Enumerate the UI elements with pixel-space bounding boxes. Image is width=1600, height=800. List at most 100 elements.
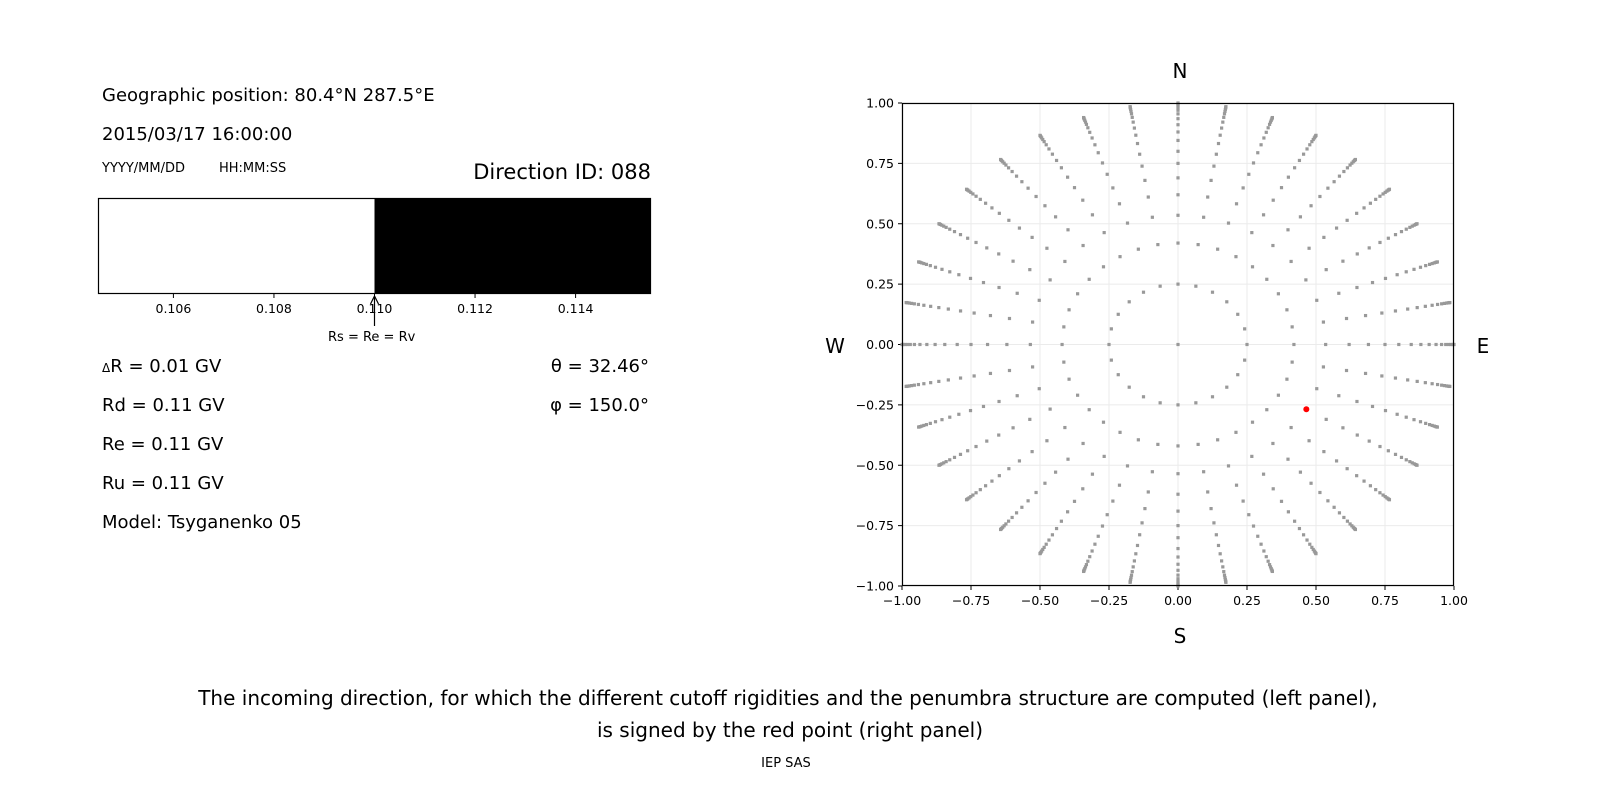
direction-point bbox=[1315, 387, 1319, 391]
direction-point bbox=[1259, 542, 1263, 546]
direction-point bbox=[1045, 246, 1049, 250]
direction-point bbox=[1383, 190, 1387, 194]
direction-point bbox=[1224, 580, 1228, 584]
direction-point bbox=[1363, 313, 1368, 318]
direction-point bbox=[969, 495, 973, 499]
direction-point bbox=[1176, 149, 1180, 153]
direction-point bbox=[1387, 498, 1392, 502]
direction-point bbox=[1310, 545, 1314, 549]
direction-point bbox=[1305, 538, 1309, 542]
direction-point bbox=[1088, 555, 1092, 559]
bar-xtick-label: 0.112 bbox=[457, 301, 493, 316]
direction-point bbox=[1434, 342, 1438, 347]
direction-point bbox=[1427, 423, 1432, 427]
direction-point bbox=[1290, 360, 1294, 364]
direction-point bbox=[940, 418, 944, 422]
direction-point bbox=[1038, 133, 1042, 137]
direction-point bbox=[1250, 420, 1255, 424]
direction-point bbox=[1041, 137, 1045, 142]
direction-point bbox=[1202, 470, 1206, 474]
direction-point bbox=[1044, 143, 1048, 147]
direction-point bbox=[922, 382, 926, 386]
direction-point bbox=[1128, 580, 1132, 584]
direction-point bbox=[1430, 382, 1434, 386]
direction-point bbox=[1293, 166, 1297, 170]
direction-point bbox=[1214, 533, 1218, 537]
direction-point bbox=[1355, 252, 1359, 256]
direction-point bbox=[1355, 211, 1359, 215]
direction-point bbox=[969, 342, 973, 347]
x-tick-label: −0.75 bbox=[952, 593, 990, 608]
direction-point bbox=[1125, 464, 1130, 468]
direction-point bbox=[1309, 204, 1313, 208]
direction-point bbox=[981, 404, 986, 409]
direction-point bbox=[1337, 511, 1342, 515]
direction-point bbox=[1440, 302, 1444, 306]
direction-point bbox=[917, 425, 921, 429]
direction-point bbox=[1026, 186, 1030, 190]
direction-point bbox=[1442, 383, 1446, 388]
x-tick-label: −0.50 bbox=[1021, 593, 1059, 608]
direction-point bbox=[1404, 227, 1408, 231]
direction-point bbox=[1342, 169, 1346, 174]
direction-point bbox=[1259, 143, 1263, 147]
direction-point bbox=[969, 190, 973, 194]
direction-point bbox=[1176, 536, 1180, 540]
direction-point bbox=[1221, 565, 1225, 569]
direction-point bbox=[1053, 215, 1058, 219]
rd-value: Rd = 0.11 GV bbox=[102, 395, 225, 416]
direction-point bbox=[933, 265, 938, 269]
direction-point bbox=[1337, 291, 1341, 295]
direction-point bbox=[1156, 442, 1160, 446]
direction-point bbox=[1404, 270, 1408, 274]
direction-point bbox=[1176, 492, 1180, 496]
geo-position: Geographic position: 80.4°N 287.5°E bbox=[102, 85, 435, 106]
direction-point bbox=[1322, 450, 1326, 454]
direction-point bbox=[924, 262, 929, 266]
direction-point bbox=[1134, 552, 1138, 556]
direction-point bbox=[1337, 174, 1342, 178]
direction-point bbox=[1367, 246, 1371, 250]
direction-point bbox=[1439, 342, 1444, 347]
direction-point bbox=[1210, 395, 1215, 399]
direction-point bbox=[1030, 450, 1034, 454]
direction-point bbox=[1209, 178, 1213, 182]
direction-point bbox=[1250, 454, 1254, 458]
direction-point bbox=[942, 461, 946, 465]
direction-point bbox=[1345, 467, 1349, 471]
direction-point bbox=[1127, 300, 1131, 304]
direction-point bbox=[1415, 222, 1419, 226]
compass-south: S bbox=[1174, 624, 1187, 648]
model-label: Model: Tsyganenko 05 bbox=[102, 512, 302, 533]
direction-point bbox=[1276, 292, 1280, 296]
direction-point bbox=[1081, 487, 1085, 491]
direction-point bbox=[1261, 213, 1266, 217]
bar-frame bbox=[97, 197, 652, 295]
direction-point bbox=[1020, 505, 1024, 509]
direction-point bbox=[1117, 202, 1122, 206]
direction-point bbox=[1116, 312, 1120, 316]
direction-point bbox=[1301, 533, 1306, 537]
direction-point bbox=[1415, 379, 1419, 384]
direction-point bbox=[1285, 308, 1289, 312]
direction-point bbox=[1355, 433, 1359, 437]
direction-point bbox=[1136, 438, 1140, 442]
direction-point bbox=[1383, 495, 1387, 499]
direction-point bbox=[1286, 175, 1290, 179]
direction-point bbox=[1423, 381, 1427, 385]
direction-point bbox=[1176, 403, 1180, 407]
direction-point bbox=[1286, 510, 1290, 514]
direction-point bbox=[1138, 533, 1142, 537]
direction-point bbox=[1345, 166, 1350, 170]
direction-point bbox=[1062, 325, 1066, 329]
direction-point bbox=[1176, 161, 1180, 165]
direction-point bbox=[1176, 568, 1180, 572]
arrow-head-icon bbox=[369, 294, 380, 305]
direction-point bbox=[1353, 157, 1358, 162]
direction-point bbox=[1140, 164, 1144, 168]
direction-point bbox=[1060, 342, 1064, 347]
direction-point bbox=[1116, 373, 1120, 377]
y-tick-label: 0.00 bbox=[866, 337, 894, 352]
direction-point bbox=[1270, 115, 1274, 120]
direction-point bbox=[948, 227, 952, 231]
